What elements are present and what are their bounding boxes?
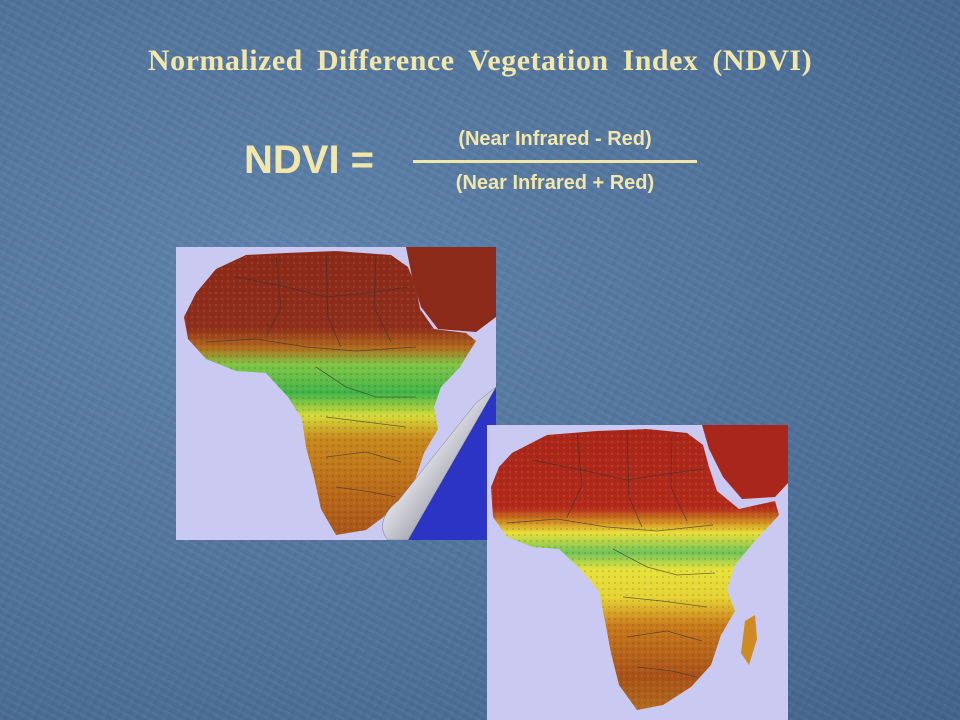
formula-lhs: NDVI = — [244, 138, 375, 182]
slide-title: Normalized Difference Vegetation Index (… — [147, 44, 813, 77]
formula-numerator: (Near Infrared - Red) — [458, 128, 652, 150]
ndvi-map-africa-dry-season — [487, 425, 788, 720]
formula-denominator: (Near Infrared + Red) — [455, 172, 655, 194]
ndvi-map-africa-green-season — [176, 247, 496, 540]
fraction-bar — [413, 160, 697, 163]
